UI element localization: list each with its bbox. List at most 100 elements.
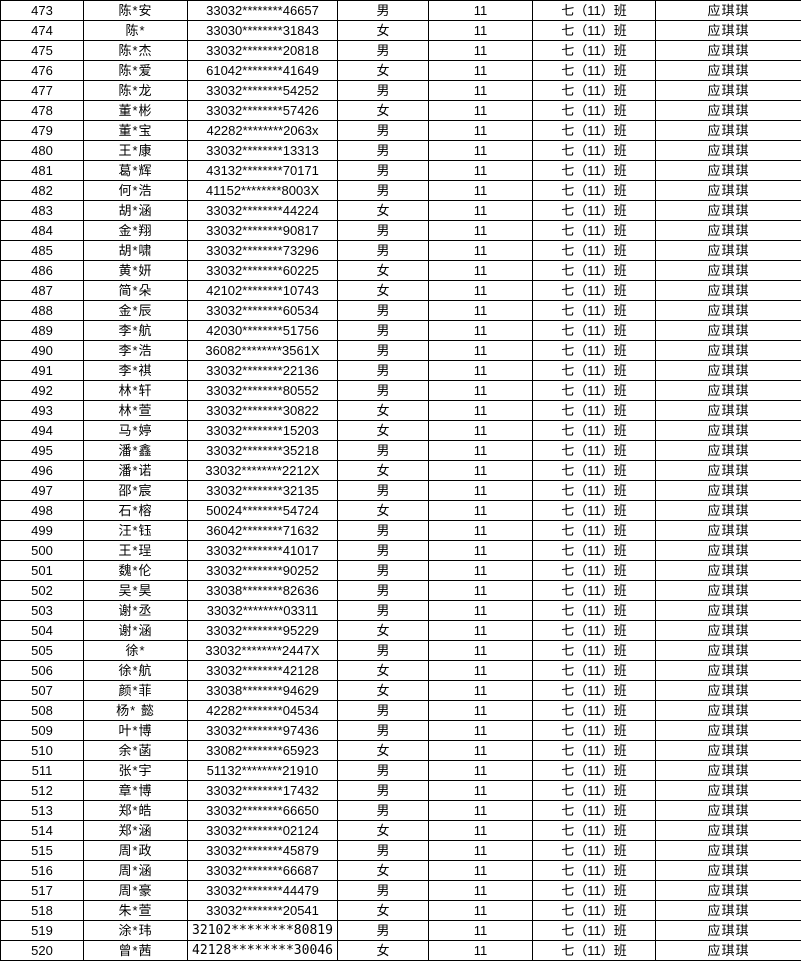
student-name-cell: 周*政	[83, 840, 188, 861]
row-number-cell: 480	[0, 140, 84, 161]
row-number-cell: 475	[0, 40, 84, 61]
row-number-cell: 487	[0, 280, 84, 301]
grade-cell: 11	[428, 860, 533, 881]
row-number-cell: 483	[0, 200, 84, 221]
student-name-cell: 郑*涵	[83, 820, 188, 841]
row-number-cell: 477	[0, 80, 84, 101]
grade-cell: 11	[428, 100, 533, 121]
student-name-cell: 徐*	[83, 640, 188, 661]
class-name-cell: 七（11）班	[532, 600, 656, 621]
id-number-cell: 36082********3561X	[187, 340, 338, 361]
gender-cell: 男	[337, 160, 429, 181]
teacher-name-cell: 应琪琪	[655, 220, 801, 241]
grade-cell: 11	[428, 620, 533, 641]
teacher-name-cell: 应琪琪	[655, 820, 801, 841]
table-row: 481 葛*辉 43132********70171 男 11 七（11）班 应…	[0, 160, 801, 181]
table-row: 478 董*彬 33032********57426 女 11 七（11）班 应…	[0, 100, 801, 121]
id-number-cell: 33032********22136	[187, 360, 338, 381]
class-name-cell: 七（11）班	[532, 520, 656, 541]
student-name-cell: 谢*丞	[83, 600, 188, 621]
grade-cell: 11	[428, 140, 533, 161]
student-name-cell: 陈*龙	[83, 80, 188, 101]
class-name-cell: 七（11）班	[532, 100, 656, 121]
id-number-cell: 32102********80819	[187, 920, 338, 941]
gender-cell: 男	[337, 180, 429, 201]
row-number-cell: 517	[0, 880, 84, 901]
grade-cell: 11	[428, 800, 533, 821]
id-number-cell: 33032********57426	[187, 100, 338, 121]
gender-cell: 女	[337, 900, 429, 921]
student-name-cell: 朱*萱	[83, 900, 188, 921]
teacher-name-cell: 应琪琪	[655, 800, 801, 821]
class-name-cell: 七（11）班	[532, 500, 656, 521]
row-number-cell: 492	[0, 380, 84, 401]
row-number-cell: 502	[0, 580, 84, 601]
table-row: 510 余*菡 33082********65923 女 11 七（11）班 应…	[0, 740, 801, 761]
grade-cell: 11	[428, 780, 533, 801]
id-number-cell: 33032********32135	[187, 480, 338, 501]
class-name-cell: 七（11）班	[532, 180, 656, 201]
gender-cell: 男	[337, 220, 429, 241]
class-name-cell: 七（11）班	[532, 140, 656, 161]
grade-cell: 11	[428, 440, 533, 461]
id-number-cell: 33032********46657	[187, 0, 338, 21]
class-name-cell: 七（11）班	[532, 860, 656, 881]
id-number-cell: 51132********21910	[187, 760, 338, 781]
grade-cell: 11	[428, 400, 533, 421]
teacher-name-cell: 应琪琪	[655, 180, 801, 201]
grade-cell: 11	[428, 0, 533, 21]
class-name-cell: 七（11）班	[532, 640, 656, 661]
student-name-cell: 周*豪	[83, 880, 188, 901]
grade-cell: 11	[428, 240, 533, 261]
table-row: 473 陈*安 33032********46657 男 11 七（11）班 应…	[0, 0, 801, 21]
row-number-cell: 486	[0, 260, 84, 281]
student-name-cell: 葛*辉	[83, 160, 188, 181]
row-number-cell: 507	[0, 680, 84, 701]
class-name-cell: 七（11）班	[532, 0, 656, 21]
teacher-name-cell: 应琪琪	[655, 680, 801, 701]
teacher-name-cell: 应琪琪	[655, 580, 801, 601]
teacher-name-cell: 应琪琪	[655, 120, 801, 141]
student-name-cell: 胡*啸	[83, 240, 188, 261]
row-number-cell: 473	[0, 0, 84, 21]
student-name-cell: 张*宇	[83, 760, 188, 781]
teacher-name-cell: 应琪琪	[655, 780, 801, 801]
grade-cell: 11	[428, 180, 533, 201]
teacher-name-cell: 应琪琪	[655, 720, 801, 741]
row-number-cell: 505	[0, 640, 84, 661]
student-name-cell: 曾*茜	[83, 940, 188, 961]
row-number-cell: 513	[0, 800, 84, 821]
teacher-name-cell: 应琪琪	[655, 60, 801, 81]
row-number-cell: 496	[0, 460, 84, 481]
student-name-cell: 章*博	[83, 780, 188, 801]
id-number-cell: 33082********65923	[187, 740, 338, 761]
id-number-cell: 33032********17432	[187, 780, 338, 801]
id-number-cell: 42030********51756	[187, 320, 338, 341]
student-name-cell: 李*祺	[83, 360, 188, 381]
row-number-cell: 490	[0, 340, 84, 361]
table-row: 503 谢*丞 33032********03311 男 11 七（11）班 应…	[0, 600, 801, 621]
class-name-cell: 七（11）班	[532, 300, 656, 321]
id-number-cell: 33032********90252	[187, 560, 338, 581]
teacher-name-cell: 应琪琪	[655, 140, 801, 161]
id-number-cell: 33032********44224	[187, 200, 338, 221]
class-name-cell: 七（11）班	[532, 780, 656, 801]
row-number-cell: 520	[0, 940, 84, 961]
row-number-cell: 488	[0, 300, 84, 321]
student-name-cell: 周*涵	[83, 860, 188, 881]
class-name-cell: 七（11）班	[532, 920, 656, 941]
student-name-cell: 郑*皓	[83, 800, 188, 821]
table-row: 520 曾*茜 42128********30046 女 11 七（11）班 应…	[0, 940, 801, 961]
table-row: 509 叶*博 33032********97436 男 11 七（11）班 应…	[0, 720, 801, 741]
grade-cell: 11	[428, 600, 533, 621]
grade-cell: 11	[428, 760, 533, 781]
class-name-cell: 七（11）班	[532, 560, 656, 581]
teacher-name-cell: 应琪琪	[655, 600, 801, 621]
teacher-name-cell: 应琪琪	[655, 840, 801, 861]
row-number-cell: 481	[0, 160, 84, 181]
class-name-cell: 七（11）班	[532, 320, 656, 341]
teacher-name-cell: 应琪琪	[655, 880, 801, 901]
student-name-cell: 陈*安	[83, 0, 188, 21]
table-row: 497 邵*宸 33032********32135 男 11 七（11）班 应…	[0, 480, 801, 501]
